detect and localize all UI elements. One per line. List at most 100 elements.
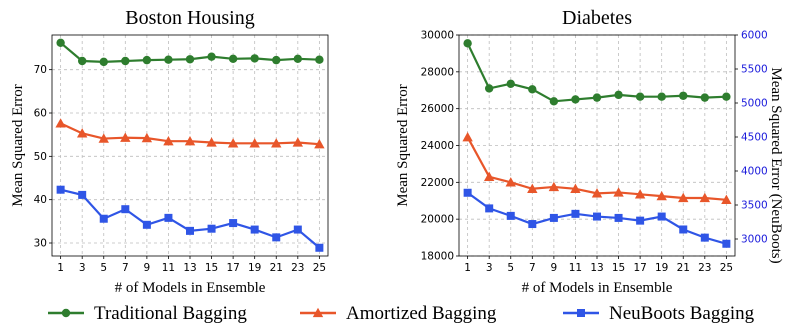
data-point-amortized-bagging [184, 135, 196, 146]
data-point-traditional-bagging [315, 55, 324, 64]
data-point-amortized-bagging [721, 194, 732, 204]
data-point-neuboots-bagging [657, 212, 666, 221]
x-tick-label: 3 [486, 262, 493, 274]
data-point-traditional-bagging [56, 38, 65, 47]
x-tick-label: 5 [100, 262, 107, 274]
y-tick-label: 28000 [421, 66, 454, 78]
legend-marker-amortized-bagging [312, 307, 324, 318]
data-point-neuboots-bagging [700, 233, 709, 242]
y-tick-label: 22000 [421, 177, 454, 189]
diabetes-chart: 1 3 5 7 9 11 13 15 17 19 21 23 251800020000220002400… [395, 7, 784, 296]
series-neuboots-bagging [56, 185, 324, 252]
data-point-traditional-bagging [549, 97, 559, 106]
series-neuboots-bagging [463, 188, 731, 248]
right-y-tick-label: 6000 [741, 30, 768, 42]
data-point-neuboots-bagging [506, 211, 515, 220]
data-point-traditional-bagging [293, 54, 303, 64]
y-tick-label: 50 [34, 151, 47, 163]
x-tick-label: 19 [655, 262, 668, 274]
x-axis-label: # of Models in Ensemble [522, 280, 673, 296]
data-point-neuboots-bagging [207, 224, 216, 233]
series-traditional-bagging [56, 38, 324, 67]
data-point-neuboots-bagging [142, 220, 151, 229]
data-point-amortized-bagging [656, 190, 667, 201]
data-point-amortized-bagging [55, 118, 66, 128]
data-point-amortized-bagging [314, 139, 325, 149]
data-point-traditional-bagging [185, 55, 195, 64]
data-point-traditional-bagging [635, 92, 645, 101]
x-tick-label: 21 [270, 262, 283, 274]
data-point-neuboots-bagging [56, 185, 65, 194]
legend-marker-neuboots-bagging [577, 309, 585, 317]
data-point-neuboots-bagging [186, 226, 194, 235]
data-point-traditional-bagging [700, 93, 710, 102]
x-tick-label: 1 [464, 262, 471, 274]
x-tick-label: 19 [248, 262, 261, 274]
data-point-traditional-bagging [484, 84, 494, 93]
data-point-neuboots-bagging [164, 213, 173, 222]
x-tick-label: 13 [590, 262, 603, 274]
x-tick-label: 7 [122, 262, 129, 274]
data-point-neuboots-bagging [463, 188, 472, 197]
right-y-tick-label: 5000 [741, 98, 768, 110]
y-tick-label: 30000 [421, 30, 454, 42]
data-point-neuboots-bagging [293, 225, 302, 234]
chart-title: Boston Housing [125, 7, 254, 29]
legend-label-traditional-bagging: Traditional Bagging [94, 303, 247, 324]
legend-label-neuboots-bagging: NeuBoots Bagging [609, 303, 755, 324]
data-point-amortized-bagging [505, 177, 516, 187]
data-point-neuboots-bagging [549, 213, 558, 222]
data-point-amortized-bagging [120, 132, 131, 142]
x-tick-label: 17 [633, 262, 646, 274]
data-point-amortized-bagging [163, 135, 174, 146]
x-tick-label: 7 [529, 262, 536, 274]
x-tick-label: 1 [57, 262, 64, 274]
right-y-axis-label: Mean Squared Error (NeuBoots) [768, 67, 784, 263]
x-tick-label: 11 [569, 262, 582, 274]
data-point-amortized-bagging [634, 189, 646, 199]
data-point-neuboots-bagging [679, 225, 688, 234]
series-amortized-bagging [462, 132, 732, 204]
data-point-amortized-bagging [76, 128, 88, 138]
y-tick-label: 20000 [421, 214, 454, 226]
x-tick-label: 15 [612, 262, 625, 274]
y-tick-label: 60 [34, 108, 47, 120]
data-point-amortized-bagging [206, 137, 217, 147]
data-point-amortized-bagging [613, 187, 624, 197]
x-tick-label: 15 [205, 262, 218, 274]
x-tick-label: 11 [162, 262, 175, 274]
data-point-neuboots-bagging [315, 243, 324, 252]
right-y-tick-label: 4000 [741, 166, 768, 178]
data-point-traditional-bagging [722, 92, 731, 101]
data-point-amortized-bagging [591, 188, 603, 198]
y-tick-label: 40 [34, 194, 47, 206]
data-point-traditional-bagging [228, 54, 238, 64]
right-y-tick-label: 3000 [741, 234, 768, 246]
x-tick-label: 9 [144, 262, 151, 274]
x-tick-label: 23 [291, 262, 304, 274]
right-y-tick-label: 3500 [741, 200, 768, 212]
y-axis-label: Mean Squared Error [10, 84, 26, 206]
data-point-neuboots-bagging [485, 204, 494, 213]
x-tick-label: 17 [226, 262, 239, 274]
data-point-amortized-bagging [98, 133, 109, 143]
data-point-traditional-bagging [207, 52, 216, 61]
x-tick-label: 3 [79, 262, 86, 274]
data-point-traditional-bagging [571, 95, 580, 104]
x-tick-label: 25 [720, 262, 733, 274]
data-point-traditional-bagging [142, 55, 152, 65]
data-point-amortized-bagging [483, 171, 495, 181]
x-tick-label: 13 [183, 262, 196, 274]
x-tick-label: 25 [313, 262, 326, 274]
data-point-neuboots-bagging [121, 205, 130, 214]
legend-marker-traditional-bagging [61, 308, 71, 318]
data-point-amortized-bagging [227, 138, 239, 148]
y-tick-label: 26000 [421, 103, 454, 115]
data-point-traditional-bagging [121, 56, 130, 66]
series-amortized-bagging [55, 118, 325, 149]
data-point-traditional-bagging [99, 57, 108, 67]
data-point-amortized-bagging [570, 183, 581, 193]
data-point-neuboots-bagging [614, 213, 623, 222]
